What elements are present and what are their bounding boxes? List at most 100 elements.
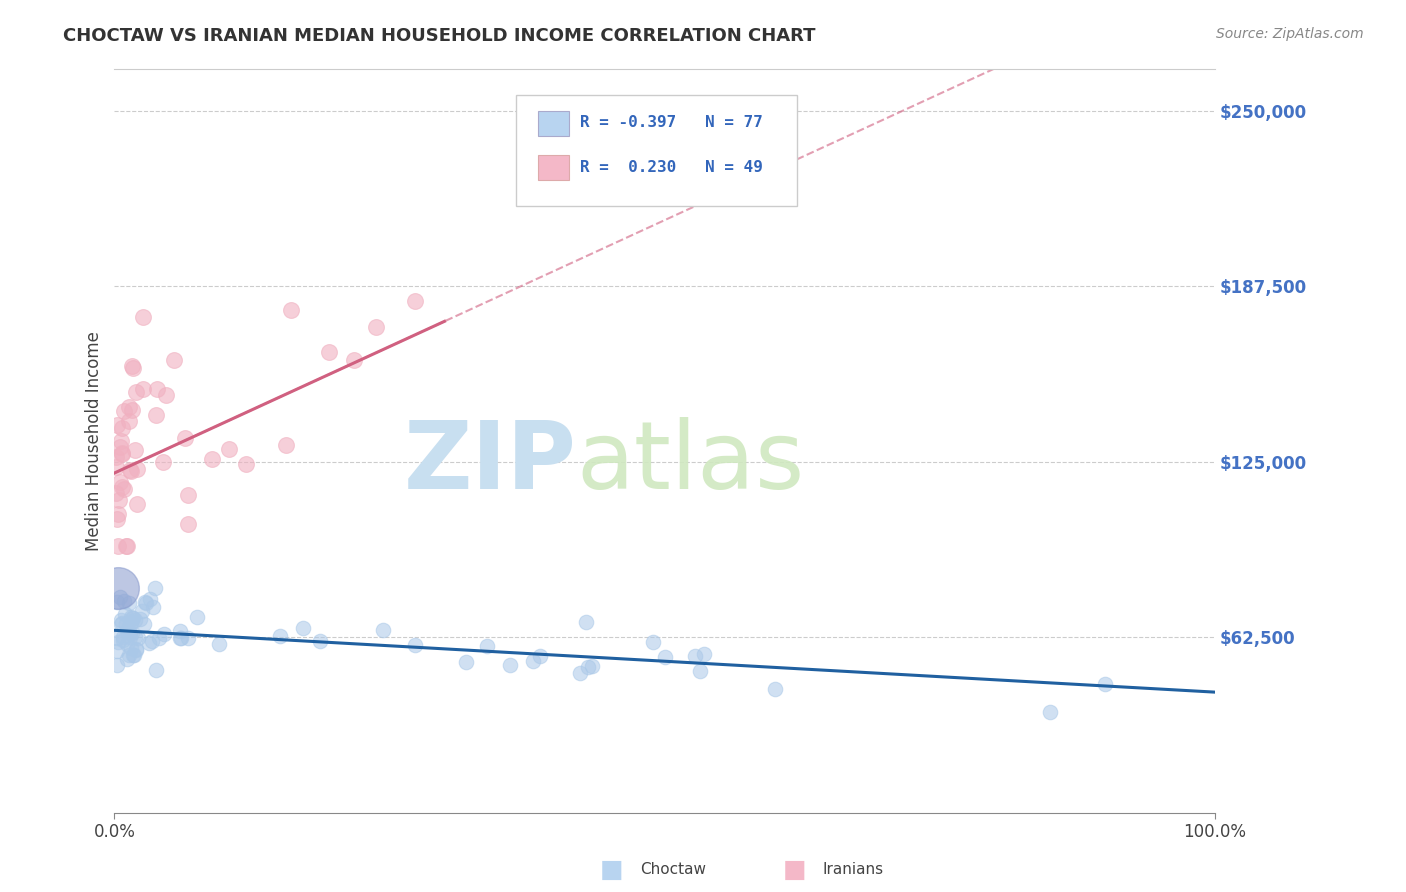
Point [121,625,143,640]
Point [1039,705,1062,719]
Point [122,648,145,662]
Point [104,485,127,500]
Point [135,596,157,610]
Point [114,607,136,621]
Point [127,462,149,476]
Point [115,539,138,553]
Point [139,591,162,606]
Point [456,655,478,669]
Point [108,590,131,604]
Point [124,613,146,627]
Point [280,302,302,317]
Point [107,539,129,553]
Point [177,632,200,646]
Point [163,352,186,367]
Point [115,624,138,639]
Point [186,610,208,624]
Point [477,639,499,653]
Point [575,615,598,630]
Point [120,609,142,624]
Point [148,632,170,646]
Point [169,631,191,645]
Bar [538,111,569,136]
Point [371,623,394,637]
Point [173,432,195,446]
Point [118,463,141,477]
Point [235,457,257,471]
Point [142,599,165,614]
Point [145,408,167,422]
Text: atlas: atlas [576,417,804,509]
Text: ZIP: ZIP [404,417,576,509]
Point [128,612,150,626]
Text: R =  0.230   N = 49: R = 0.230 N = 49 [579,160,762,175]
Point [404,638,426,652]
Point [124,631,146,645]
Point [111,446,134,460]
Point [201,451,224,466]
Point [105,450,128,465]
Point [118,618,141,632]
Point [112,482,135,496]
Point [343,352,366,367]
Point [529,648,551,663]
Point [125,385,148,400]
Point [576,660,599,674]
Point [125,497,148,511]
Point [177,516,200,531]
Y-axis label: Median Household Income: Median Household Income [86,331,103,550]
Point [145,382,167,396]
Point [118,648,141,663]
Point [120,615,142,629]
Point [111,630,134,644]
Point [218,442,240,457]
Point [763,681,786,696]
Point [499,658,522,673]
Bar [538,155,569,180]
Point [104,460,127,475]
Point [404,293,426,308]
Point [291,621,314,635]
Point [132,617,155,632]
Point [105,512,128,526]
Point [169,624,191,638]
Point [111,480,134,494]
Point [134,595,156,609]
FancyBboxPatch shape [516,95,797,206]
Point [177,488,200,502]
Point [108,440,131,454]
Point [121,359,143,373]
Point [124,442,146,457]
Point [125,642,148,657]
Text: ■: ■ [600,858,623,881]
Point [138,636,160,650]
Point [569,666,592,681]
Point [689,664,711,678]
Point [118,596,141,610]
Point [274,438,297,452]
Point [141,634,163,648]
Point [121,611,143,625]
Point [309,634,332,648]
Point [107,492,129,507]
Point [131,382,153,396]
Text: R = -0.397   N = 77: R = -0.397 N = 77 [579,115,762,130]
Point [105,595,128,609]
Point [122,611,145,625]
Point [118,414,141,428]
Point [110,617,132,632]
Point [112,404,135,418]
Point [125,642,148,657]
Point [120,641,142,656]
Point [654,650,676,665]
Point [208,637,231,651]
Point [118,630,141,644]
Point [111,447,134,461]
Point [143,581,166,595]
Point [107,507,129,521]
Point [120,626,142,640]
Point [318,345,340,359]
Point [110,434,132,449]
Point [641,634,664,648]
Point [685,648,707,663]
